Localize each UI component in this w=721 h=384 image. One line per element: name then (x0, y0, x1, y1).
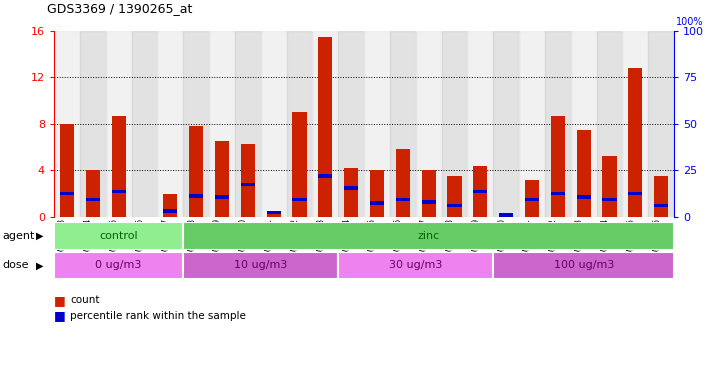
Bar (54, 31, 80, 217)
Bar (344, 168, 358, 217)
Bar (157, 31, 183, 217)
Text: count: count (70, 295, 99, 305)
Bar (422, 170, 435, 217)
Text: agent: agent (2, 231, 35, 241)
Bar (545, 31, 571, 217)
Bar (338, 252, 493, 279)
Bar (493, 31, 519, 217)
Bar (422, 200, 435, 204)
Bar (235, 31, 261, 217)
Bar (370, 201, 384, 205)
Text: ■: ■ (54, 309, 66, 322)
Bar (183, 31, 209, 217)
Bar (467, 31, 493, 217)
Bar (60, 124, 74, 217)
Bar (499, 214, 513, 217)
Bar (577, 195, 590, 199)
Bar (293, 198, 306, 201)
Bar (183, 252, 338, 279)
Bar (370, 170, 384, 217)
Bar (654, 176, 668, 217)
Bar (648, 31, 674, 217)
Bar (448, 204, 461, 207)
Bar (163, 194, 177, 217)
Bar (493, 252, 674, 279)
Text: 10 ug/m3: 10 ug/m3 (234, 260, 288, 270)
Bar (571, 31, 596, 217)
Bar (261, 31, 286, 217)
Bar (390, 31, 416, 217)
Bar (525, 198, 539, 201)
Bar (112, 116, 125, 217)
Bar (80, 31, 106, 217)
Bar (54, 252, 183, 279)
Bar (396, 198, 410, 201)
Bar (603, 156, 616, 217)
Bar (551, 116, 565, 217)
Text: percentile rank within the sample: percentile rank within the sample (70, 311, 246, 321)
Bar (603, 198, 616, 201)
Bar (189, 126, 203, 217)
Bar (106, 31, 131, 217)
Bar (318, 174, 332, 178)
Bar (112, 190, 125, 193)
Bar (628, 192, 642, 195)
Bar (473, 190, 487, 193)
Bar (519, 31, 545, 217)
Bar (131, 31, 157, 217)
Text: control: control (99, 231, 138, 241)
Text: 0 ug/m3: 0 ug/m3 (95, 260, 142, 270)
Bar (473, 166, 487, 217)
Text: zinc: zinc (417, 231, 440, 241)
Bar (416, 31, 441, 217)
Text: GDS3369 / 1390265_at: GDS3369 / 1390265_at (47, 2, 193, 15)
Bar (189, 194, 203, 198)
Bar (364, 31, 390, 217)
Bar (183, 222, 674, 250)
Bar (267, 210, 280, 214)
Bar (241, 183, 255, 186)
Bar (86, 170, 100, 217)
Text: ▶: ▶ (36, 260, 43, 270)
Bar (338, 31, 364, 217)
Bar (396, 149, 410, 217)
Text: 30 ug/m3: 30 ug/m3 (389, 260, 443, 270)
Bar (86, 198, 100, 201)
Bar (441, 31, 467, 217)
Bar (628, 68, 642, 217)
Text: ■: ■ (54, 294, 66, 307)
Bar (286, 31, 312, 217)
Bar (312, 31, 338, 217)
Bar (525, 180, 539, 217)
Text: dose: dose (2, 260, 29, 270)
Bar (293, 112, 306, 217)
Bar (551, 192, 565, 195)
Bar (215, 141, 229, 217)
Bar (448, 176, 461, 217)
Bar (318, 36, 332, 217)
Bar (60, 192, 74, 195)
Bar (54, 222, 183, 250)
Bar (499, 216, 513, 217)
Bar (654, 204, 668, 207)
Bar (241, 144, 255, 217)
Bar (209, 31, 235, 217)
Text: 100 ug/m3: 100 ug/m3 (554, 260, 614, 270)
Bar (267, 212, 280, 217)
Text: 100%: 100% (676, 17, 704, 27)
Text: ▶: ▶ (36, 231, 43, 241)
Bar (215, 195, 229, 199)
Bar (163, 209, 177, 213)
Bar (596, 31, 622, 217)
Bar (344, 186, 358, 190)
Bar (622, 31, 648, 217)
Bar (577, 130, 590, 217)
